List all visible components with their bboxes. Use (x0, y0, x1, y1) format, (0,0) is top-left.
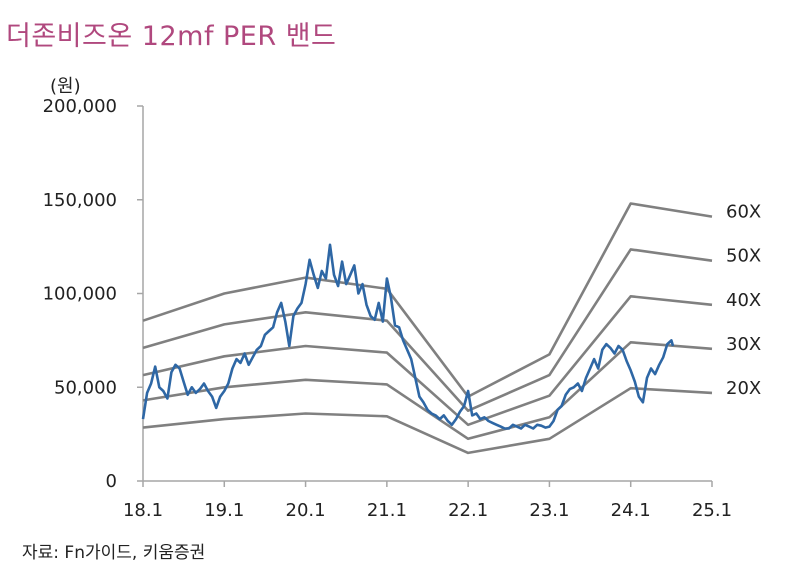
y-tick-label: 50,000 (54, 377, 117, 398)
x-tick-label: 25.1 (692, 500, 732, 521)
labels: 0 50,000 100,000 150,000 200,000(원) 18.1 19.1 2… (43, 76, 762, 521)
band-label-40x: 40X (726, 290, 761, 311)
chart-title: 더존비즈온 12mf PER 밴드 (6, 21, 337, 52)
band-line-50x (142, 248, 713, 413)
y-tick-label: 200,000 (43, 96, 117, 117)
x-tick-label: 18.1 (123, 500, 163, 521)
y-tick-label: 150,000 (43, 190, 117, 211)
x-tick-label: 24.1 (611, 500, 651, 521)
band-label-60x: 60X (726, 202, 761, 223)
source-note: 자료: Fn가이드, 키움증권 (22, 543, 206, 563)
band-line-20x (142, 386, 713, 455)
band-label-20x: 20X (726, 378, 761, 399)
x-tick-label: 19.1 (204, 500, 244, 521)
y-tick-label: 100,000 (43, 284, 117, 305)
price-series (141, 243, 675, 430)
x-tick-label: 23.1 (529, 500, 569, 521)
band-label-50x: 50X (726, 246, 761, 267)
band-line-60x (142, 202, 713, 398)
band-line-30x (142, 340, 713, 441)
y-axis-unit-label: (원) (50, 76, 81, 97)
band-label-30x: 30X (726, 334, 761, 355)
x-tick-label: 22.1 (448, 500, 488, 521)
band-line-40x (142, 294, 713, 427)
y-tick-label: 0 (106, 471, 117, 492)
axes (137, 105, 713, 487)
x-tick-label: 20.1 (286, 500, 326, 521)
x-tick-label: 21.1 (367, 500, 407, 521)
price-line (141, 243, 675, 430)
per-bands (142, 202, 713, 455)
